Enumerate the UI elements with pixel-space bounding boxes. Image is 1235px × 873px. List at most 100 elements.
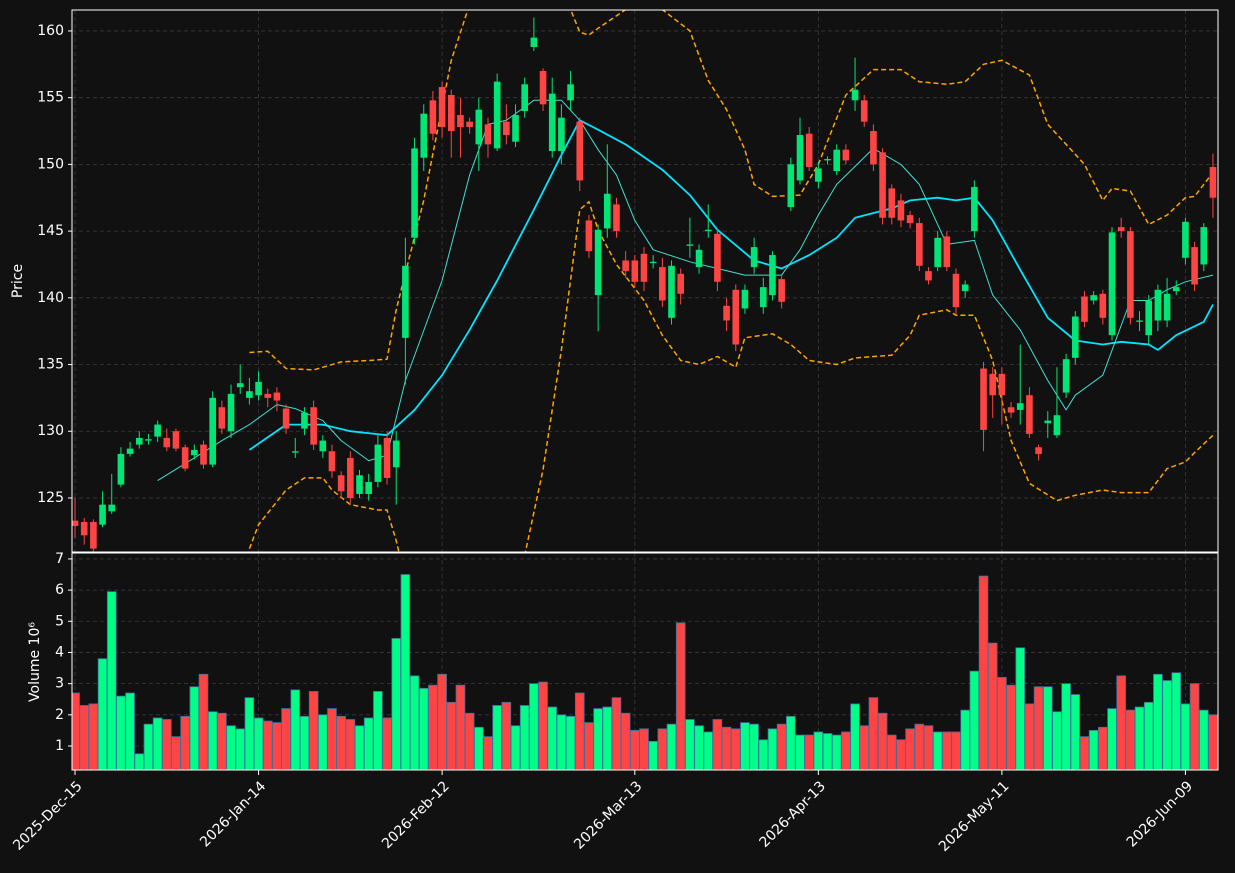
volume-bar [758,739,769,770]
candle-body [842,149,850,161]
volume-bar [519,705,530,770]
candle-body [1200,227,1208,265]
volume-bar [1079,736,1090,770]
candle-body [1044,420,1052,424]
volume-bar [354,725,365,770]
candle-body [1145,300,1153,336]
candle-body [668,265,675,318]
volume-bar [1125,709,1136,770]
volume-bar [382,717,392,770]
volume-bar [896,739,906,770]
volume-bar [630,730,640,770]
candle-body [310,407,317,445]
candle-body [99,504,106,525]
band-line [248,200,1214,552]
volume-bar [1088,730,1099,770]
y-tick-label: 160 [37,23,64,39]
volume-bar [1153,673,1163,770]
volume-bar [685,719,695,770]
volume-bar [1061,683,1071,770]
candle-body [328,451,336,472]
candle-body [759,287,767,308]
volume-frame [71,552,1219,771]
volume-axis-label: Volume 10⁶ [27,622,43,702]
candle-body [521,84,528,112]
candle-body [218,407,226,429]
volume-bar [776,723,787,770]
volume-bar [1006,684,1016,770]
volume-bar [648,740,658,770]
candle-body [402,265,409,338]
volume-bar [262,720,273,770]
candle-body [879,152,886,218]
volume-bar [97,658,108,770]
y-tick-label: 130 [37,423,64,439]
volume-bar [510,725,521,770]
candle-body [677,273,685,294]
candle-body [411,148,418,238]
volume-bar [529,683,539,770]
candle-body [1163,293,1171,321]
candle-body [374,444,382,482]
candle-body [301,412,308,429]
volume-bar [1024,703,1035,770]
price-panel [72,10,1218,552]
volume-bar [584,722,594,770]
candle-body [695,249,703,268]
volume-bar [1134,706,1145,770]
volume-bar [79,705,90,770]
candle-body [1035,447,1042,454]
volume-bar [666,723,677,770]
volume-bar [1052,711,1062,770]
volume-bar [978,575,989,770]
volume-bar [391,638,402,770]
candle-body [356,475,363,494]
volume-bar [428,684,438,770]
volume-bar [831,734,842,770]
candle-body [1182,221,1189,258]
y-tick-label: 4 [55,644,64,660]
candle-body [392,440,400,468]
candle-body [1136,320,1143,322]
candle-body [961,284,969,292]
volume-bar [180,715,190,770]
volume-bar [740,722,750,770]
candle-body [539,70,547,105]
candle-body [264,393,272,398]
candle-body [796,135,804,181]
candle-body [640,253,648,282]
volume-bar [281,708,291,770]
y-tick-label: 2 [55,707,64,723]
volume-bar [272,722,282,770]
volume-bar [189,686,200,770]
candle-body [484,124,492,145]
volume-bar [1070,694,1081,770]
candle-body [1081,296,1088,322]
y-tick-label: 155 [37,90,64,106]
candle-body [154,424,161,437]
candle-body [622,260,629,272]
volume-bar [152,717,163,770]
volume-bar [373,691,383,770]
candle-body [530,37,538,47]
volume-bar [730,728,741,770]
candle-body [805,133,813,168]
candle-body [282,408,290,429]
candle-body [80,521,88,536]
volume-bar [1107,708,1117,770]
volume-bar [813,731,824,770]
volume-bar [1116,675,1126,770]
volume-bar [1198,709,1209,770]
volume-bar [1180,703,1191,770]
candle-body [952,273,960,308]
candle-body [108,504,116,512]
volume-bar [987,642,998,770]
volume-bar [446,701,457,770]
candle-body [1127,231,1134,318]
candle-body [503,121,510,136]
candle-body [1026,395,1033,434]
candle-body [603,193,611,229]
candle-body [860,100,868,122]
candle-body [475,109,483,145]
